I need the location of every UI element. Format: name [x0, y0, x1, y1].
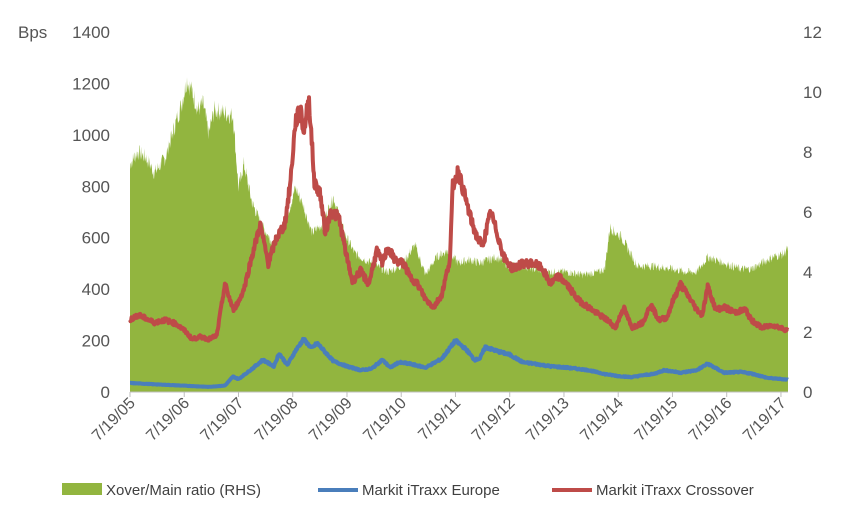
- right-axis-tick-label: 12: [803, 23, 822, 42]
- x-axis-tick-label: 7/19/08: [252, 395, 302, 445]
- left-axis-tick-label: 600: [82, 229, 110, 248]
- x-axis-tick-label: 7/19/12: [469, 395, 519, 445]
- right-axis-tick-label: 2: [803, 323, 812, 342]
- legend: Xover/Main ratio (RHS) Markit iTraxx Euro…: [62, 482, 754, 499]
- left-axis-tick-labels: 0 200 400 600 800 1000 1200 1400: [72, 23, 110, 402]
- series-line-itraxx-europe: [128, 336, 790, 389]
- right-axis-tick-label: 0: [803, 383, 812, 402]
- left-axis-tick-label: 0: [101, 383, 110, 402]
- x-axis-tick-label: 7/19/05: [89, 395, 139, 445]
- left-axis-tick-label: 1400: [72, 23, 110, 42]
- right-axis-tick-label: 10: [803, 83, 822, 102]
- left-axis-tick-label: 1200: [72, 74, 110, 93]
- legend-swatch: [62, 483, 102, 495]
- plot-area: [128, 77, 790, 393]
- x-axis-tick-label: 7/19/10: [360, 395, 410, 445]
- y-axis-title: Bps: [18, 23, 47, 42]
- x-axis-tick-label: 7/19/17: [740, 395, 790, 445]
- x-axis-tick-label: 7/19/14: [577, 395, 627, 445]
- right-axis-tick-label: 4: [803, 263, 812, 282]
- right-axis-tick-label: 8: [803, 143, 812, 162]
- x-axis-tick-labels: 7/19/05 7/19/06 7/19/07 7/19/08 7/19/09 7/19/…: [89, 392, 790, 445]
- x-axis-tick-label: 7/19/09: [306, 395, 356, 445]
- x-axis-tick-label: 7/19/15: [632, 395, 682, 445]
- x-axis-tick-label: 7/19/06: [143, 395, 193, 445]
- x-axis-tick-label: 7/19/11: [415, 395, 464, 444]
- x-axis-tick-label: 7/19/07: [198, 395, 248, 445]
- legend-label: Xover/Main ratio (RHS): [106, 482, 261, 499]
- left-axis-tick-label: 200: [82, 332, 110, 351]
- left-axis-tick-label: 1000: [72, 126, 110, 145]
- left-axis-tick-label: 400: [82, 280, 110, 299]
- legend-label: Markit iTraxx Crossover: [596, 482, 754, 499]
- x-axis-tick-label: 7/19/13: [523, 395, 573, 445]
- right-axis-tick-label: 6: [803, 203, 812, 222]
- legend-label: Markit iTraxx Europe: [362, 482, 500, 499]
- left-axis-tick-label: 800: [82, 177, 110, 196]
- right-axis-tick-labels: 0 2 4 6 8 10 12: [803, 23, 822, 402]
- series-line-itraxx-crossover: [128, 95, 790, 343]
- x-axis-tick-label: 7/19/16: [686, 395, 736, 445]
